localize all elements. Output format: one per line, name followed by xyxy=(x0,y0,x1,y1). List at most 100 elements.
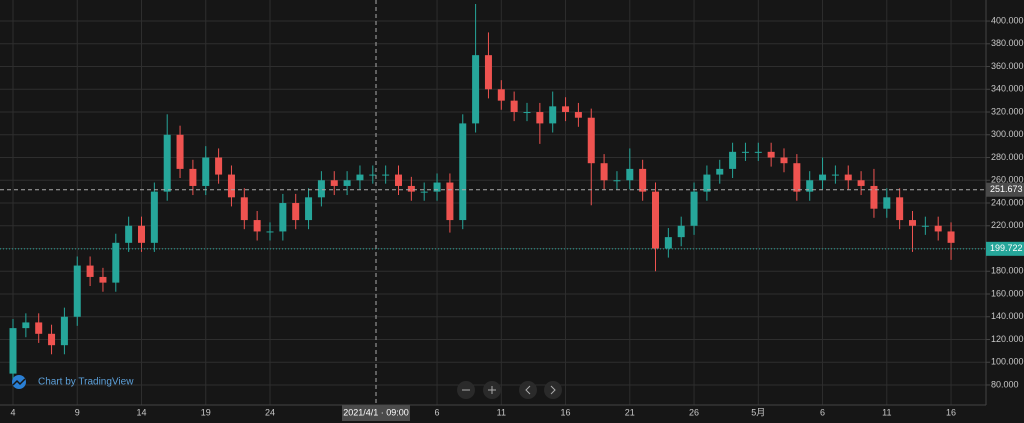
logo-mark xyxy=(12,378,26,386)
candle-body xyxy=(343,180,351,186)
crosshair-time-label: 2021/4/1 · 09:00 xyxy=(343,407,409,417)
candle-body xyxy=(163,134,171,192)
candle-body xyxy=(613,180,621,182)
y-tick-label: 360.000 xyxy=(991,61,1024,71)
y-tick-label: 280.000 xyxy=(991,152,1024,162)
candle-body xyxy=(189,168,197,186)
x-tick-label: 24 xyxy=(265,407,275,417)
crosshair-price-box xyxy=(986,182,1024,197)
watermark: Chart by TradingView xyxy=(12,375,134,389)
candle-body xyxy=(536,112,544,124)
y-tick-label: 120.000 xyxy=(991,334,1024,344)
candle-body xyxy=(921,225,929,227)
candle-body xyxy=(176,134,184,169)
candle-body xyxy=(35,322,43,334)
candle-body xyxy=(870,185,878,209)
y-tick-label: 320.000 xyxy=(991,106,1024,116)
y-tick-label: 160.000 xyxy=(991,288,1024,298)
candle-body xyxy=(484,55,492,90)
x-tick-label: 14 xyxy=(136,407,146,417)
candle-body xyxy=(227,174,235,198)
x-tick-label: 11 xyxy=(497,407,506,417)
candle-body xyxy=(433,182,441,192)
candle-body xyxy=(523,112,531,114)
candle-body xyxy=(639,168,647,192)
candle-body xyxy=(934,225,942,232)
x-tick-label: 11 xyxy=(882,407,891,417)
crosshair-price-label: 251.673 xyxy=(990,184,1023,194)
overlay xyxy=(0,0,986,405)
candle-body xyxy=(86,265,94,277)
candle-body xyxy=(266,231,274,233)
candle-body xyxy=(407,185,415,192)
candle-body xyxy=(510,100,518,113)
candle-body xyxy=(716,168,724,175)
candle-body xyxy=(369,174,377,176)
candle-body xyxy=(767,151,775,158)
candle-body xyxy=(549,106,557,124)
candles xyxy=(9,3,955,383)
last-price-label: 199.722 xyxy=(990,243,1023,253)
candle-body xyxy=(317,180,325,198)
y-tick-label: 340.000 xyxy=(991,84,1024,94)
navigation xyxy=(457,381,562,399)
candle-body xyxy=(73,265,81,317)
candle-body xyxy=(652,191,659,249)
candle-body xyxy=(330,180,338,186)
candle-body xyxy=(780,157,788,164)
y-tick-label: 100.000 xyxy=(991,357,1024,367)
candle-body xyxy=(382,174,390,176)
x-tick-label: 16 xyxy=(946,407,956,417)
candle-body xyxy=(754,151,762,153)
candle-body xyxy=(729,151,737,169)
scroll-right-button[interactable] xyxy=(544,381,562,399)
candle-body xyxy=(741,151,749,153)
candle-body xyxy=(806,180,814,192)
candle-body xyxy=(600,163,608,181)
x-tick-label: 6 xyxy=(435,407,440,417)
crosshair-time-box xyxy=(342,405,410,421)
candle-body xyxy=(292,203,300,221)
x-tick-label: 9 xyxy=(75,407,80,417)
zoom-in-icon xyxy=(488,386,496,394)
candle-body xyxy=(562,106,570,113)
candle-body xyxy=(138,225,145,243)
scroll-left-button[interactable] xyxy=(519,381,537,399)
watermark-text: Chart by TradingView xyxy=(38,377,134,388)
y-tick-label: 80.000 xyxy=(991,379,1019,389)
x-tick-label: 5月 xyxy=(751,407,765,417)
candle-body xyxy=(664,237,672,249)
candle-body xyxy=(626,168,634,181)
y-tick-label: 220.000 xyxy=(991,220,1024,230)
candle-body xyxy=(253,220,261,232)
candle-body xyxy=(60,316,68,346)
last-price-box xyxy=(986,241,1024,256)
candle-body xyxy=(420,191,428,193)
candle-body xyxy=(279,203,287,232)
candle-body xyxy=(459,123,467,221)
candle-body xyxy=(395,174,402,186)
candle-body xyxy=(857,180,865,186)
x-tick-label: 19 xyxy=(201,407,211,417)
candle-body xyxy=(497,89,505,101)
y-tick-label: 140.000 xyxy=(991,311,1024,321)
y-tick-label: 180.000 xyxy=(991,266,1024,276)
candle-body xyxy=(150,191,158,243)
candle-body xyxy=(677,225,685,238)
candle-body xyxy=(472,55,480,124)
candle-body xyxy=(587,117,595,164)
y-tick-label: 260.000 xyxy=(991,175,1024,185)
x-tick-label: 6 xyxy=(820,407,825,417)
scroll-right-icon xyxy=(550,385,556,395)
candle-body xyxy=(909,220,916,226)
candle-body xyxy=(22,322,30,329)
grid xyxy=(0,0,986,405)
candle-body xyxy=(202,157,210,186)
candle-body xyxy=(844,174,852,181)
y-tick-label: 300.000 xyxy=(991,129,1024,139)
x-tick-label: 4 xyxy=(10,407,15,417)
candle-body xyxy=(883,197,891,209)
candle-body xyxy=(574,112,582,118)
